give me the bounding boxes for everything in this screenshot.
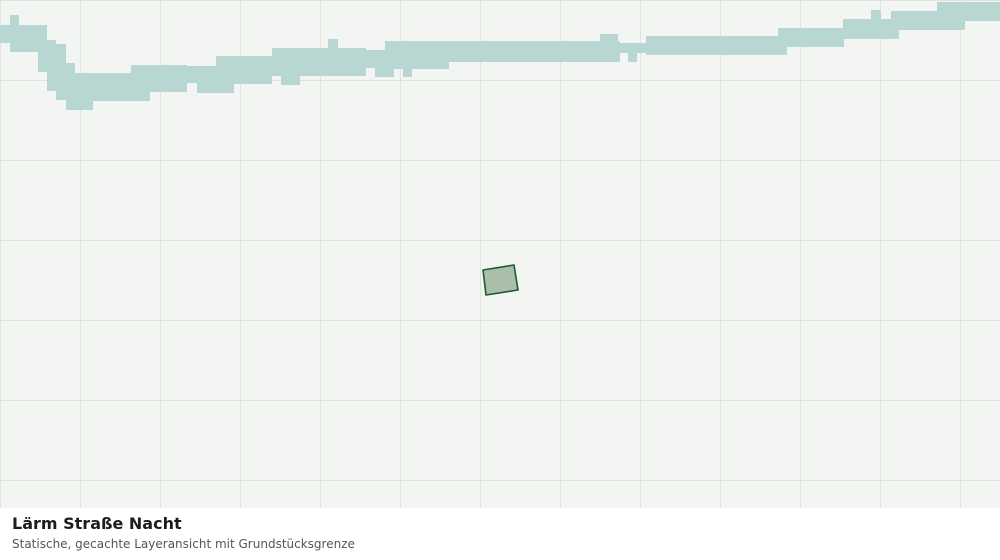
- parcel-boundary[interactable]: [482, 264, 519, 296]
- layer-subtitle: Statische, gecachte Layeransicht mit Gru…: [12, 537, 355, 551]
- map-view: [0, 0, 1000, 508]
- layer-title: Lärm Straße Nacht: [12, 514, 182, 533]
- map-canvas: [0, 0, 1000, 508]
- noise-zone-layer: [0, 2, 1000, 110]
- map-caption: Lärm Straße Nacht Statische, gecachte La…: [0, 508, 1000, 560]
